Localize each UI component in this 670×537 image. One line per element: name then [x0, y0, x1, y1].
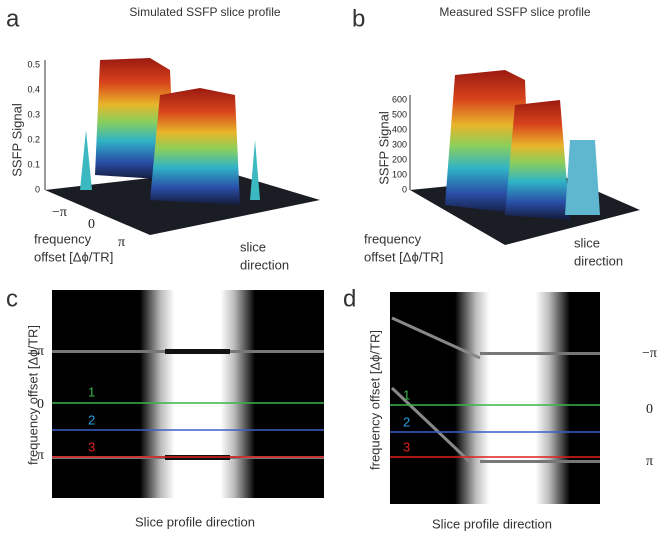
x-label: frequency: [364, 231, 422, 246]
tick-label: −π: [29, 344, 44, 359]
tick-label: π: [646, 454, 653, 469]
surface: [565, 140, 600, 215]
surface: [505, 100, 570, 220]
tick-label: −π: [52, 205, 67, 220]
surface: [80, 130, 92, 190]
x-label: offset [Δϕ/TR]: [34, 249, 113, 264]
panel-c: c 1 2 3 −π 0 π frequency offset [Δϕ/TR] …: [6, 285, 324, 529]
panel-title: Simulated SSFP slice profile: [129, 5, 281, 19]
panel-b: b Measured SSFP slice profile 600 500 40…: [352, 5, 640, 268]
tick-label: 0.3: [27, 109, 40, 119]
line-label: 2: [403, 414, 410, 429]
image-band: [140, 290, 255, 498]
tick-label: 0: [35, 184, 40, 194]
tick-label: 0.1: [27, 159, 40, 169]
tick-label: 300: [392, 139, 407, 149]
tick-label: 200: [392, 154, 407, 164]
y-label: frequency offset [Δϕ/TR]: [25, 325, 40, 465]
panel-letter: c: [6, 285, 18, 312]
x-label: frequency: [34, 231, 92, 246]
tick-label: 500: [392, 109, 407, 119]
z-label: direction: [574, 253, 623, 268]
resonance: [480, 352, 600, 355]
panel-letter: a: [6, 5, 20, 32]
line-label: 1: [403, 387, 410, 402]
x-label: Slice profile direction: [432, 516, 552, 531]
panel-d: d 1 2 3 −π 0 π frequency offset [Δϕ/TR] …: [343, 285, 657, 531]
tick-label: 0: [88, 217, 95, 232]
tick-label: π: [118, 235, 125, 250]
tick-label: 100: [392, 169, 407, 179]
panel-letter: b: [352, 5, 365, 32]
tick-label: 0: [646, 402, 653, 417]
line-label: 1: [88, 384, 95, 399]
image-band: [455, 292, 570, 504]
tick-label: 600: [392, 94, 407, 104]
panel-title: Measured SSFP slice profile: [439, 5, 591, 19]
z-label: direction: [240, 257, 289, 272]
resonance: [165, 349, 230, 354]
line-label: 3: [403, 439, 410, 454]
x-label: offset [Δϕ/TR]: [364, 249, 443, 264]
panel-letter: d: [343, 285, 356, 312]
tick-label: 0.5: [27, 59, 40, 69]
tick-label: −π: [642, 346, 657, 361]
surface: [250, 140, 260, 200]
tick-label: 0.4: [27, 84, 40, 94]
y-label: SSFP Signal: [376, 111, 391, 185]
z-label: slice: [574, 235, 600, 250]
x-label: Slice profile direction: [135, 514, 255, 529]
tick-label: 400: [392, 124, 407, 134]
y-label: SSFP Signal: [9, 103, 24, 177]
y-label: frequency offset [Δϕ/TR]: [367, 330, 382, 470]
panel-a: a Simulated SSFP slice profile 0.5 0.4 0…: [6, 5, 320, 272]
line-label: 2: [88, 412, 95, 427]
tick-label: π: [37, 448, 44, 463]
tick-label: 0: [402, 184, 407, 194]
resonance: [480, 460, 600, 463]
tick-label: 0: [37, 397, 44, 412]
z-label: slice: [240, 239, 266, 254]
surface: [150, 88, 240, 205]
resonance: [391, 316, 481, 360]
resonance: [390, 386, 472, 464]
line-label: 3: [88, 439, 95, 454]
tick-label: 0.2: [27, 134, 40, 144]
